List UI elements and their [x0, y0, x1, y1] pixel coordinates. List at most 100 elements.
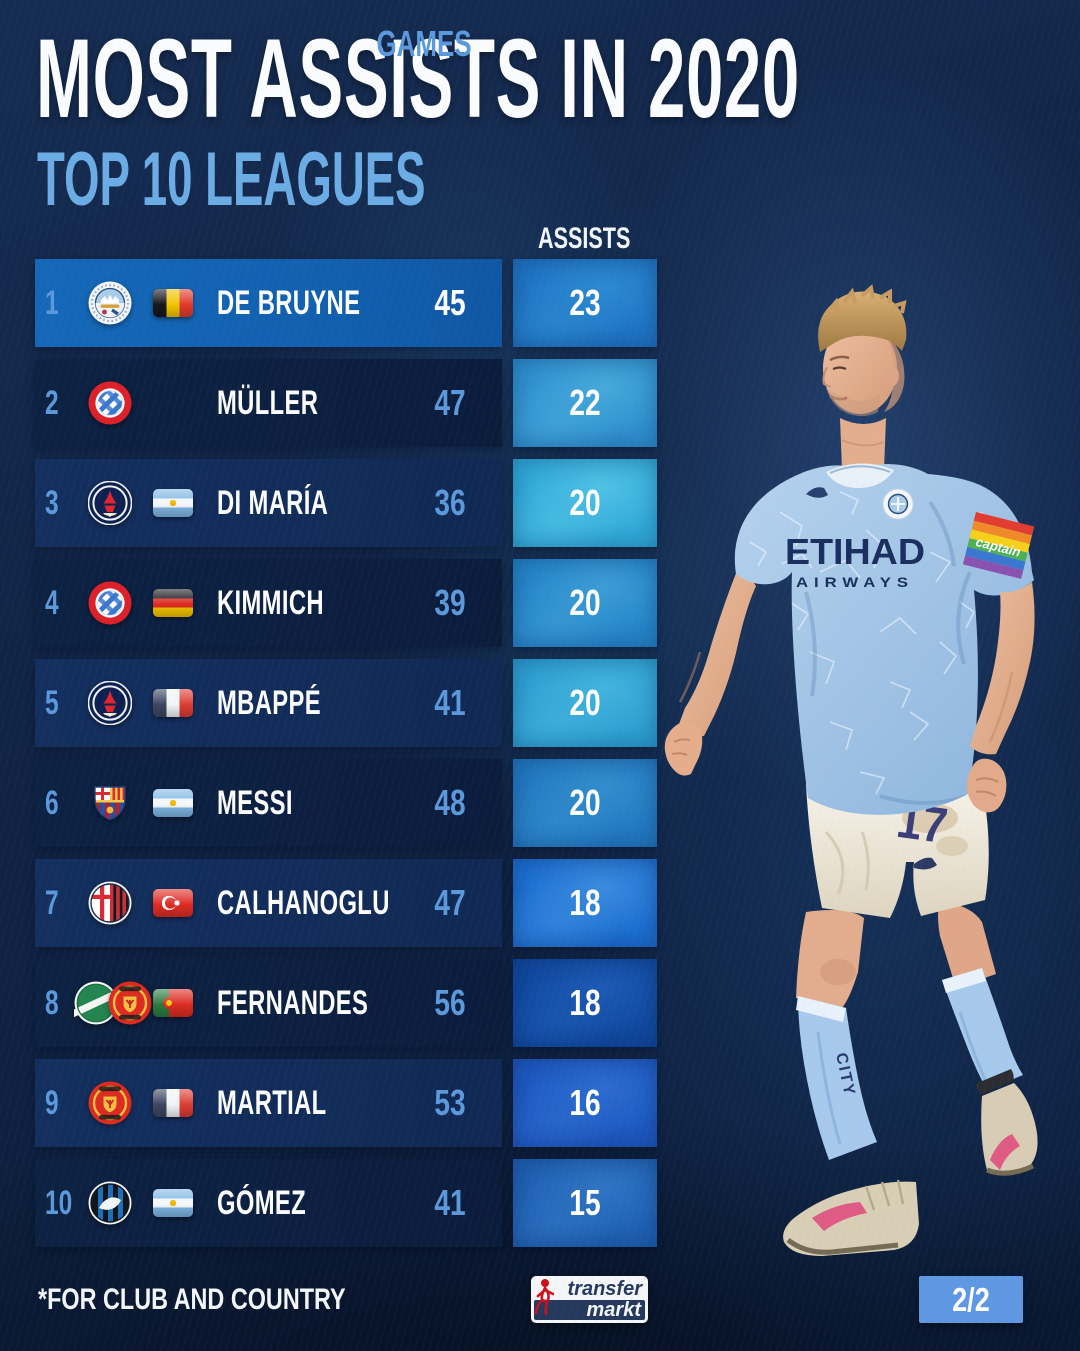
player-shorts: 17	[806, 784, 989, 918]
assists-table: 1 DE BRUYNE 45 23 2 MÜLLER 47 22 3 DI MA	[35, 259, 675, 1259]
club-badge-man-united-icon	[108, 981, 152, 1025]
assists-value-box: 20	[513, 559, 657, 647]
games-value: 45	[434, 282, 466, 323]
player-name: GÓMEZ	[217, 1184, 307, 1222]
armband-text: captain	[974, 534, 1022, 560]
transfermarkt-logo: transfer markt	[531, 1276, 648, 1323]
assists-value: 16	[569, 1082, 601, 1123]
table-row: 5 MBAPPÉ 41 20	[35, 659, 675, 747]
player-back-leg	[938, 902, 1038, 1176]
brand-word-top: transfer	[567, 1278, 642, 1301]
club-badge-atalanta-icon	[88, 1181, 132, 1225]
player-head	[818, 284, 907, 417]
table-row: 8 FERNANDES 56 18	[35, 959, 675, 1047]
assists-value: 20	[569, 682, 601, 723]
rank-value: 7	[45, 884, 59, 922]
flag-argentina-icon	[153, 789, 193, 817]
games-value: 36	[434, 482, 466, 523]
flag-belgium-icon	[153, 289, 193, 317]
games-value: 48	[434, 782, 466, 823]
club-badge-man-city-icon	[88, 281, 132, 325]
brand-word-bottom: markt	[534, 1299, 645, 1320]
flag-portugal-icon	[153, 989, 193, 1017]
games-value: 47	[434, 882, 466, 923]
rank-value: 5	[45, 684, 59, 722]
sock-text: CITY	[832, 1051, 858, 1098]
table-row: 6 MESSI 48 20	[35, 759, 675, 847]
assists-value: 23	[569, 282, 601, 323]
games-value: 56	[434, 982, 466, 1023]
club-badge-man-united-icon	[88, 1081, 132, 1125]
club-badge-milan-icon	[88, 881, 132, 925]
assists-value-box: 23	[513, 259, 657, 347]
assists-value: 20	[569, 482, 601, 523]
table-row: 2 MÜLLER 47 22	[35, 359, 675, 447]
games-value: 39	[434, 582, 466, 623]
table-row: 1 DE BRUYNE 45 23	[35, 259, 675, 347]
player-photo: CITY 17	[664, 284, 1054, 1256]
games-value: 53	[434, 1082, 466, 1123]
rank-value: 4	[45, 584, 59, 622]
assists-value-box: 20	[513, 759, 657, 847]
player-name: FERNANDES	[217, 984, 369, 1022]
flag-germany-icon	[153, 589, 193, 617]
transfermarkt-figure-icon	[534, 1279, 554, 1316]
games-value: 41	[434, 1182, 466, 1223]
table-row: 9 MARTIAL 53 16	[35, 1059, 675, 1147]
assists-value: 18	[569, 982, 601, 1023]
assists-value-box: 18	[513, 959, 657, 1047]
player-jersey: ETIHAD AIRWAYS NEXEN	[734, 418, 1054, 815]
flag-france-icon	[153, 1089, 193, 1117]
flag-argentina-icon	[153, 489, 193, 517]
player-name: MÜLLER	[217, 384, 319, 422]
table-row: 3 DI MARÍA 36 20	[35, 459, 675, 547]
player-name: MARTIAL	[217, 1084, 327, 1122]
page-subtitle: TOP 10 LEAGUES	[37, 137, 426, 222]
flag-turkey-icon	[153, 889, 193, 917]
player-name: KIMMICH	[217, 584, 324, 622]
page-counter-badge: 2/2	[919, 1276, 1023, 1323]
assists-value-box: 18	[513, 859, 657, 947]
column-header-assists: ASSISTS	[537, 222, 631, 255]
column-header-games: GAMES	[376, 23, 472, 64]
assists-value-box: 22	[513, 359, 657, 447]
assists-value-box: 20	[513, 459, 657, 547]
jersey-sponsor-2: AIRWAYS	[796, 574, 914, 590]
assists-value: 18	[569, 882, 601, 923]
rank-value: 2	[45, 384, 59, 422]
sleeve-sponsor: NEXEN	[1021, 510, 1054, 562]
assists-value: 20	[569, 782, 601, 823]
assists-value-box: 15	[513, 1159, 657, 1247]
player-name: MBAPPÉ	[217, 684, 321, 722]
footnote: *FOR CLUB AND COUNTRY	[38, 1283, 346, 1316]
rank-value: 10	[45, 1184, 73, 1222]
club-badge-psg-icon	[88, 681, 132, 725]
assists-value: 22	[569, 382, 601, 423]
shorts-number: 17	[893, 792, 950, 854]
club-badge-bayern-icon	[88, 381, 132, 425]
assists-value-box: 20	[513, 659, 657, 747]
player-forward-leg: CITY	[783, 910, 919, 1256]
club-badge-bayern-icon	[88, 581, 132, 625]
club-badge-barcelona-icon	[88, 781, 132, 825]
player-name: MESSI	[217, 784, 293, 822]
player-name: DE BRUYNE	[217, 284, 361, 322]
flag-france-icon	[153, 689, 193, 717]
rank-value: 8	[45, 984, 59, 1022]
assists-value: 15	[569, 1182, 601, 1223]
rank-value: 1	[45, 284, 59, 322]
club-badge-psg-icon	[88, 481, 132, 525]
games-value: 41	[434, 682, 466, 723]
player-left-arm: captain	[962, 511, 1035, 813]
table-row: 4 KIMMICH 39 20	[35, 559, 675, 647]
rank-value: 3	[45, 484, 59, 522]
assists-value-box: 16	[513, 1059, 657, 1147]
captain-armband: captain	[962, 511, 1035, 579]
jersey-sponsor: ETIHAD	[785, 531, 925, 572]
flag-argentina-icon	[153, 1189, 193, 1217]
rank-value: 9	[45, 1084, 59, 1122]
page-title: MOST ASSISTS IN 2020	[36, 16, 800, 141]
rank-value: 6	[45, 784, 59, 822]
player-name: DI MARÍA	[217, 484, 329, 522]
